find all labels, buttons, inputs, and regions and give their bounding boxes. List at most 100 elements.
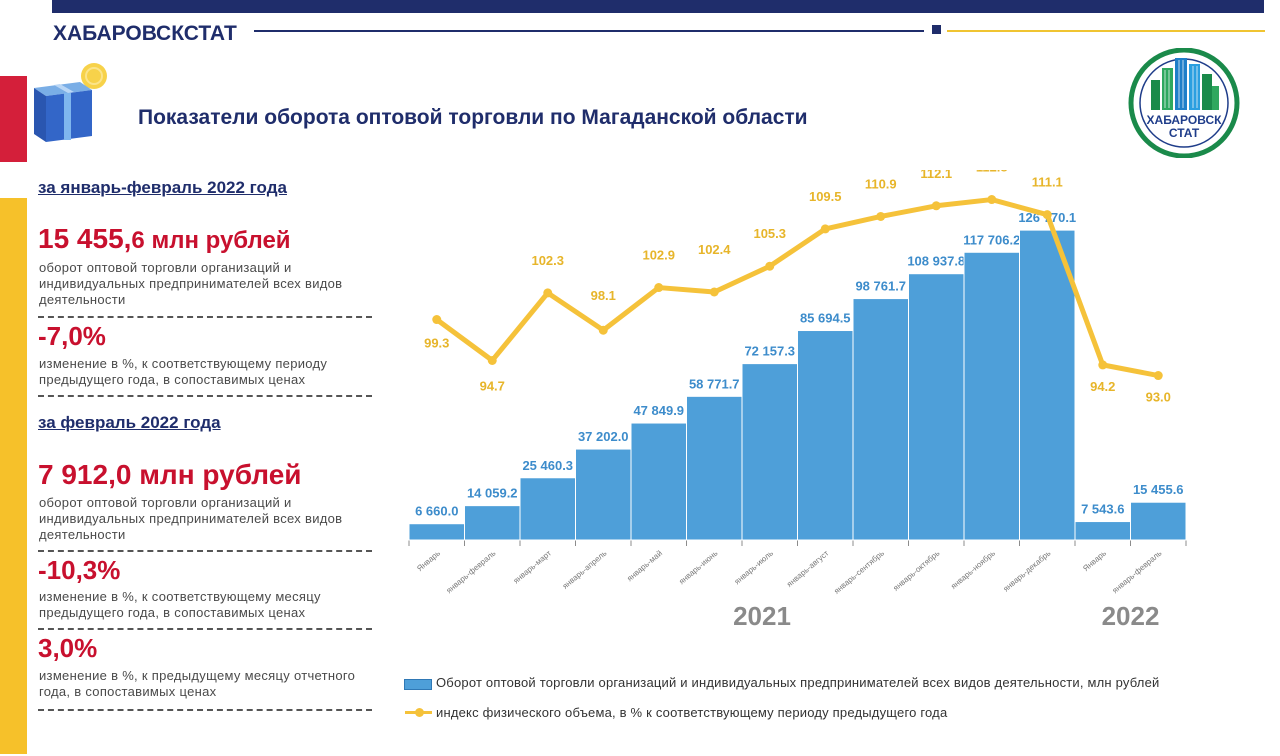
index-line [434,197,1161,379]
category-label: январь-октябрь [891,549,941,593]
legend-line-label: индекс физического объема, в % к соответ… [436,705,948,720]
line-point [487,355,497,365]
box-icon [34,63,107,142]
line-point [765,261,775,271]
line-point [987,195,997,205]
bar-label: 15 455.6 [1133,482,1184,497]
category-label: январь-август [785,548,831,588]
period1-value-main: 15 455, [38,223,132,254]
category-label: январь-июль [733,549,775,587]
bar [1130,501,1187,541]
period1-value: 15 455,6 млн рублей [38,223,291,255]
period1-change: -7,0% [38,321,106,351]
category-label: Январь [1081,549,1108,574]
year-label: 2021 [733,601,791,631]
line-label: 110.9 [865,176,897,191]
bar [852,298,909,541]
divider [38,395,372,397]
line-label: 102.9 [642,248,675,263]
bar-label: 25 460.3 [522,458,573,473]
line-point [1153,371,1163,381]
brand-name: ХАБАРОВСКСТАТ [53,22,237,45]
divider [38,709,372,711]
period2-value-tail: 0 млн рублей [115,459,302,490]
logo-text-1: ХАБАРОВСК [1147,113,1223,127]
line-label: 98.1 [591,288,616,303]
bar [686,395,743,541]
category-label: Январь [415,549,442,574]
line-label: 102.3 [531,253,564,268]
line-point [931,201,941,211]
bar [1019,229,1076,541]
line-point [432,315,442,325]
divider [38,628,372,630]
line-point [820,224,830,234]
line-label: 93.0 [1146,390,1171,405]
accent-strip-gold [0,198,27,754]
bar [963,251,1020,541]
category-label: январь-июнь [677,549,719,587]
bar [408,523,465,541]
bar-label: 6 660.0 [415,504,458,519]
header-rule-gold [947,30,1265,32]
combo-chart: 6 660.0 14 059.2 25 460.3 37 202.0 47 849.9 5… [408,170,1187,631]
legend-line-dot [415,708,424,717]
period1-change-desc: изменение в %, к соответствующему период… [39,356,328,387]
category-label: январь-апрель [561,549,609,591]
line-label: 94.7 [480,378,505,393]
period1-label: за январь-февраль 2022 года [38,178,287,197]
category-label: январь-декабрь [1001,549,1052,594]
line-label: 112.1 [920,170,952,181]
line-point [1098,360,1108,370]
period2-change2-desc: изменение в %, к предыдущему месяцу отче… [39,668,356,699]
line-label: 112.8 [976,170,1008,175]
divider [38,550,372,552]
bar [741,363,798,541]
bar-label: 47 849.9 [633,403,684,418]
period2-desc: оборот оптовой торговли организаций и ин… [39,495,343,542]
bar-label: 98 761.7 [855,279,906,294]
legend-bar-label: Оборот оптовой торговли организаций и ин… [436,675,1160,690]
year-label: 2022 [1102,601,1160,631]
line-point [709,287,719,297]
bar [797,330,854,541]
bar [1074,521,1131,541]
top-bar [52,0,1264,13]
bar-label: 85 694.5 [800,311,851,326]
line-label: 111.1 [1032,175,1063,190]
page-title: Показатели оборота оптовой торговли по М… [138,106,808,129]
header-square [932,25,941,34]
period2-change2: 3,0% [38,633,98,663]
bar-label: 58 771.7 [689,376,740,391]
line-point [1042,210,1052,220]
period2-change-desc: изменение в %, к соответствующему месяцу… [39,589,321,620]
category-label: январь-май [625,549,664,584]
bar [575,448,632,541]
category-label: январь-март [512,548,554,585]
category-label: январь-февраль [1111,549,1164,596]
bar-label: 7 543.6 [1081,502,1124,517]
category-label: январь-сентябрь [832,549,886,596]
line-label: 102.4 [698,242,731,257]
line-point [654,283,664,293]
period2-value: 7 912,0 млн рублей [38,459,302,491]
bar-label: 14 059.2 [467,486,518,501]
line-label: 109.5 [809,189,842,204]
category-label: январь-февраль [445,549,498,596]
bar-label: 72 157.3 [744,344,795,359]
period1-desc: оборот оптовой торговли организаций и ин… [39,260,343,307]
divider [38,316,372,318]
category-label: январь-ноябрь [949,549,997,591]
line-label: 105.3 [753,226,786,241]
legend-bar-swatch [404,679,432,690]
bar [630,422,687,541]
bar [519,477,576,541]
period2-change: -10,3% [38,555,121,585]
bar-label: 117 706.2 [963,232,1020,247]
bar-label: 108 937.8 [907,254,965,269]
bar-label: 37 202.0 [578,429,629,444]
line-point [598,325,608,335]
period2-label: за февраль 2022 года [38,413,221,432]
line-label: 99.3 [424,336,449,351]
header-rule-navy [254,30,924,32]
